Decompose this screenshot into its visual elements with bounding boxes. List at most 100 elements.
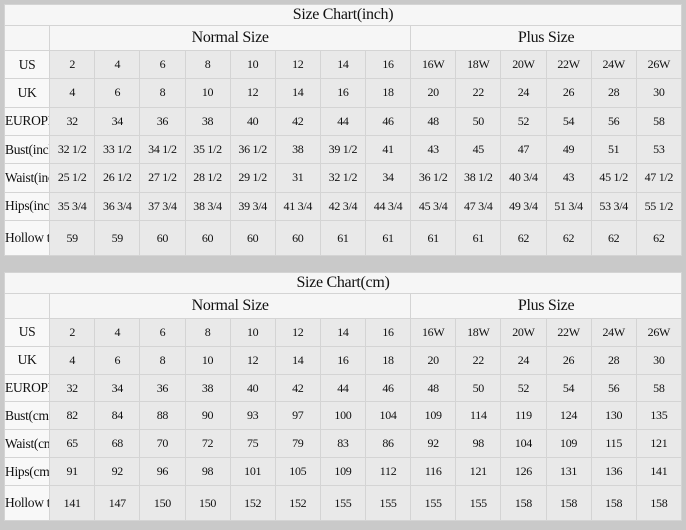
table-cell: 147 (94, 485, 141, 521)
table-cell: 4 (94, 318, 141, 347)
table-cell: 98 (455, 429, 502, 459)
table-row: Waist(inch)25 1/226 1/227 1/228 1/229 1/… (3, 163, 683, 193)
table-cell: 45 3/4 (410, 191, 457, 222)
table-cell: 18W (455, 49, 502, 80)
table-cell: 61 (455, 220, 502, 256)
table-cell: 34 (94, 106, 141, 136)
title-row: Size Chart(inch) (4, 4, 682, 26)
table-cell: 50 (455, 106, 502, 136)
table-cell: 32 (49, 106, 96, 136)
table-cell: 158 (635, 485, 683, 521)
table-cell: 83 (319, 429, 367, 459)
table-cell: 38 1/2 (455, 163, 502, 193)
table-cell: 18 (364, 78, 412, 108)
table-row: Hollow to Floor(inch)5959606060606161616… (3, 220, 683, 256)
table-cell: 39 1/2 (319, 134, 367, 165)
size-table: Size Chart(cm) Normal Size Plus Size US 2 4 6 8… (3, 272, 683, 521)
table-cell: 158 (500, 485, 547, 521)
row-label: Waist(cm) (3, 429, 51, 459)
table-cell: 61 (410, 220, 457, 256)
table-cell: 8 (139, 345, 186, 375)
table-cell: 158 (545, 485, 592, 521)
table-cell: 84 (94, 401, 141, 431)
row-label: Hollow to Floor(inch) (3, 220, 51, 256)
table-cell: 30 (635, 345, 683, 375)
table-cell: 141 (635, 457, 683, 486)
table-cell: 40 (229, 106, 276, 136)
table-cell: 24W (590, 49, 637, 80)
table-cell: 22 (455, 78, 502, 108)
table-cell: 6 (94, 78, 141, 108)
table-cell: 152 (229, 485, 276, 521)
table-cell: 16W (410, 49, 457, 80)
table-cell: 97 (274, 401, 321, 431)
table-cell: 24 (500, 78, 547, 108)
table-row: Bust(inch)32 1/233 1/234 1/235 1/236 1/2… (3, 134, 683, 165)
table-cell: 58 (635, 106, 683, 136)
table-cell: 105 (274, 457, 321, 486)
table-cell: 32 1/2 (319, 163, 367, 193)
table-cell: 16W (410, 318, 457, 347)
table-cell: 155 (319, 485, 367, 521)
table-cell: 4 (49, 78, 96, 108)
table-cell: 20 (410, 78, 457, 108)
group-row: Normal Size Plus Size (3, 25, 682, 51)
table-cell: 2 (49, 49, 96, 80)
table-cell: 61 (319, 220, 367, 256)
table-cell: 22 (455, 345, 502, 375)
table-cell: 35 3/4 (49, 191, 96, 222)
table-cell: 49 3/4 (500, 191, 547, 222)
table-cell: 90 (184, 401, 231, 431)
table-cell: 43 (545, 163, 592, 193)
table-row: EUROPE3234363840424446485052545658 (3, 106, 683, 136)
table-cell: 22W (545, 49, 592, 80)
table-cell: 8 (184, 318, 231, 347)
table-cell: 35 1/2 (184, 134, 231, 165)
table-cell: 152 (274, 485, 321, 521)
table-row: UK 4 6 8 10 12 14 16 18 20 22 24 26 28 30 (3, 345, 683, 375)
table-cell: 155 (364, 485, 412, 521)
table-cell: 26 (545, 345, 592, 375)
row-label: UK (3, 78, 51, 108)
table-cell: 16 (319, 345, 367, 375)
table-cell: 26 1/2 (94, 163, 141, 193)
table-cell: 58 (635, 373, 683, 403)
table-cell: 28 (590, 345, 637, 375)
table-cell: 12 (229, 78, 276, 108)
row-label: UK (3, 345, 51, 375)
table-cell: 6 (139, 49, 186, 80)
table-cell: 36 1/2 (229, 134, 276, 165)
table-cell: 60 (274, 220, 321, 256)
table-cell: 12 (274, 49, 321, 80)
table-row: EUROPE3234363840424446485052545658 (3, 373, 683, 403)
size-chart-cm: Size Chart(cm) Normal Size Plus Size US 2 4 6 8… (3, 272, 683, 521)
table-cell: 45 1/2 (590, 163, 637, 193)
table-cell: 86 (364, 429, 412, 459)
table-cell: 12 (274, 318, 321, 347)
table-cell: 26W (635, 49, 683, 80)
table-cell: 101 (229, 457, 276, 486)
table-cell: 45 (455, 134, 502, 165)
table-cell: 25 1/2 (49, 163, 96, 193)
row-label: US (3, 318, 51, 347)
table-cell: 53 3/4 (590, 191, 637, 222)
table-cell: 36 (139, 373, 186, 403)
table-cell: 136 (590, 457, 637, 486)
table-cell: 100 (319, 401, 367, 431)
table-cell: 2 (49, 318, 96, 347)
table-cell: 36 3/4 (94, 191, 141, 222)
table-cell: 28 (590, 78, 637, 108)
table-cell: 49 (545, 134, 592, 165)
table-cell: 62 (635, 220, 683, 256)
row-label: Hips(cm) (3, 457, 51, 486)
table-cell: 20W (500, 318, 547, 347)
table-cell: 16 (319, 78, 367, 108)
size-table: Size Chart(inch) Normal Size Plus Size US 2 4… (3, 4, 683, 256)
row-label: Bust(cm) (3, 401, 51, 431)
table-cell: 92 (94, 457, 141, 486)
table-row: UK 4 6 8 10 12 14 16 18 20 22 24 26 28 30 (3, 78, 683, 108)
table-cell: 114 (455, 401, 502, 431)
table-cell: 26 (545, 78, 592, 108)
group-row: Normal Size Plus Size (3, 293, 682, 319)
table-cell: 4 (49, 345, 96, 375)
